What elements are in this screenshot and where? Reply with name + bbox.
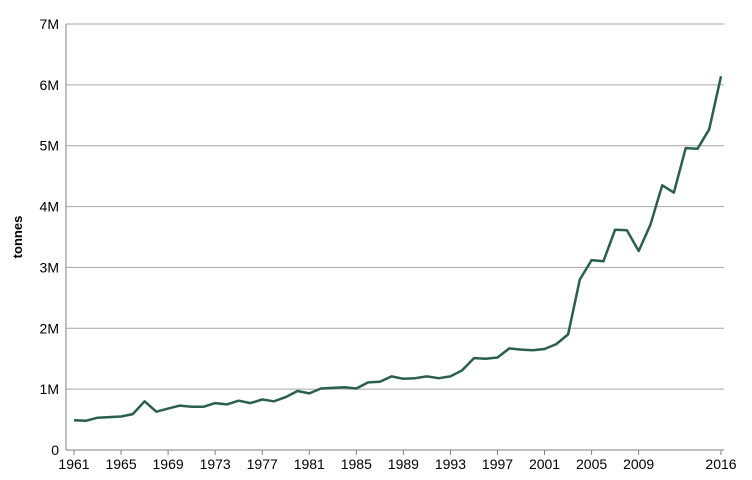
y-tick-label: 7M: [40, 16, 59, 32]
x-tick-label: 2016: [705, 456, 736, 472]
y-tick-label: 1M: [40, 381, 59, 397]
y-tick-label: 6M: [40, 77, 59, 93]
x-axis-ticks: 1961 1965 1969 1973 1977 1981 1985 1989 1993 1997…: [58, 450, 737, 472]
x-tick-label: 1961: [58, 456, 89, 472]
y-axis-ticks: 0 1M 2M 3M 4M 5M 6M 7M: [40, 16, 60, 458]
y-tick-label: 4M: [40, 199, 59, 215]
x-tick-label: 1989: [388, 456, 419, 472]
x-tick-label: 1969: [153, 456, 184, 472]
y-tick-label: 2M: [40, 320, 59, 336]
gridlines: [66, 23, 724, 390]
series-line: [73, 76, 723, 423]
y-tick-label: 3M: [40, 259, 59, 275]
x-tick-label: 1981: [294, 456, 325, 472]
y-tick-label: 0: [51, 442, 59, 458]
x-tick-label: 1965: [105, 456, 136, 472]
x-tick-label: 1973: [200, 456, 231, 472]
y-tick-label: 5M: [40, 138, 59, 154]
x-tick-label: 1993: [435, 456, 466, 472]
x-tick-label: 1977: [247, 456, 278, 472]
x-tick-label: 2001: [529, 456, 560, 472]
x-tick-label: 1997: [482, 456, 513, 472]
y-axis-title: tonnes: [10, 216, 25, 259]
x-tick-label: 2009: [623, 456, 654, 472]
x-tick-label: 2005: [576, 456, 607, 472]
x-tick-label: 1985: [341, 456, 372, 472]
